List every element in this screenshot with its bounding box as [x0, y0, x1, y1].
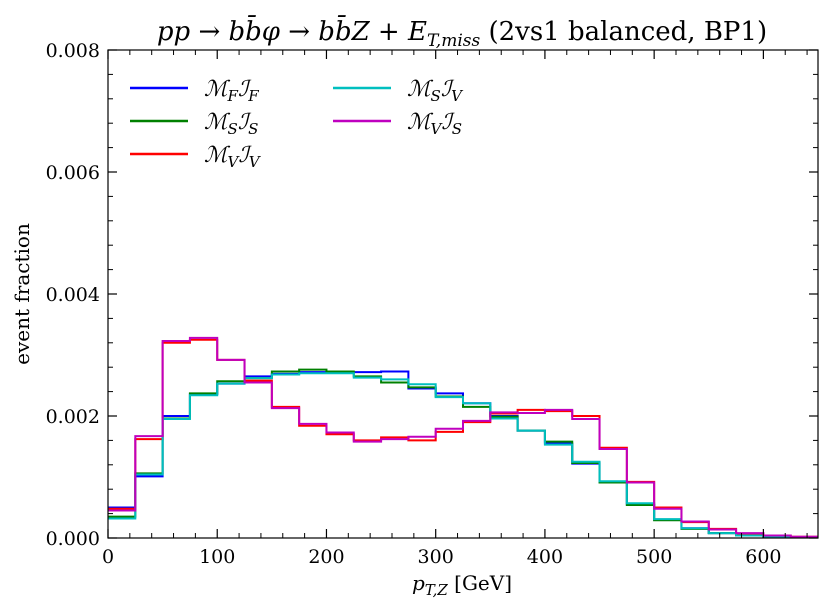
- x-axis-label: pT,Z [GeV]: [412, 571, 512, 599]
- y-tick-label: 0.006: [46, 162, 100, 184]
- y-tick-label: 0.008: [46, 40, 100, 62]
- x-tick-label: 400: [527, 546, 563, 568]
- legend-entry-ms-is: ℳSℐS: [130, 110, 258, 138]
- legend-entry-ms-iv: ℳSℐV: [333, 77, 464, 105]
- legend-entry-mf-if: ℳFℐF: [130, 77, 259, 105]
- x-tick-label: 500: [636, 546, 672, 568]
- chart-title: pp → bb̄φ → bb̄Z + ET,miss (2vs1 balance…: [157, 14, 767, 51]
- y-tick-label: 0.002: [46, 406, 100, 428]
- legend-label-ms-iv: ℳSℐV: [407, 77, 464, 105]
- y-tick-label: 0.004: [46, 284, 100, 306]
- y-tick-label: 0.000: [46, 528, 100, 550]
- x-tick-label: 100: [199, 546, 235, 568]
- legend-entry-mv-iv: ℳVℐV: [130, 143, 262, 171]
- series-line-m-s-i-v: [108, 372, 818, 539]
- y-axis-label: event fraction: [10, 223, 34, 365]
- ticks-group: 0 100 200 300 400 500 600 0.000 0.002 0.004 0.006 0…: [46, 40, 818, 568]
- series-group: [108, 336, 818, 539]
- legend-label-mv-is: ℳVℐS: [407, 110, 462, 138]
- plot-area: 0 100 200 300 400 500 600 0.000 0.002 0.004 0.006 0…: [46, 40, 819, 568]
- legend: ℳFℐF ℳSℐS ℳVℐV ℳSℐV ℳVℐS: [130, 77, 464, 171]
- x-tick-label: 0: [102, 546, 114, 568]
- legend-label-mf-if: ℳFℐF: [204, 77, 259, 105]
- legend-label-mv-iv: ℳVℐV: [204, 143, 262, 171]
- series-line-m-v-i-v: [108, 338, 818, 538]
- series-line-m-v-i-s: [108, 336, 818, 538]
- x-tick-label: 200: [308, 546, 344, 568]
- legend-label-ms-is: ℳSℐS: [204, 110, 258, 138]
- legend-entry-mv-is: ℳVℐS: [333, 110, 462, 138]
- x-tick-label: 600: [745, 546, 781, 568]
- x-tick-label: 300: [418, 546, 454, 568]
